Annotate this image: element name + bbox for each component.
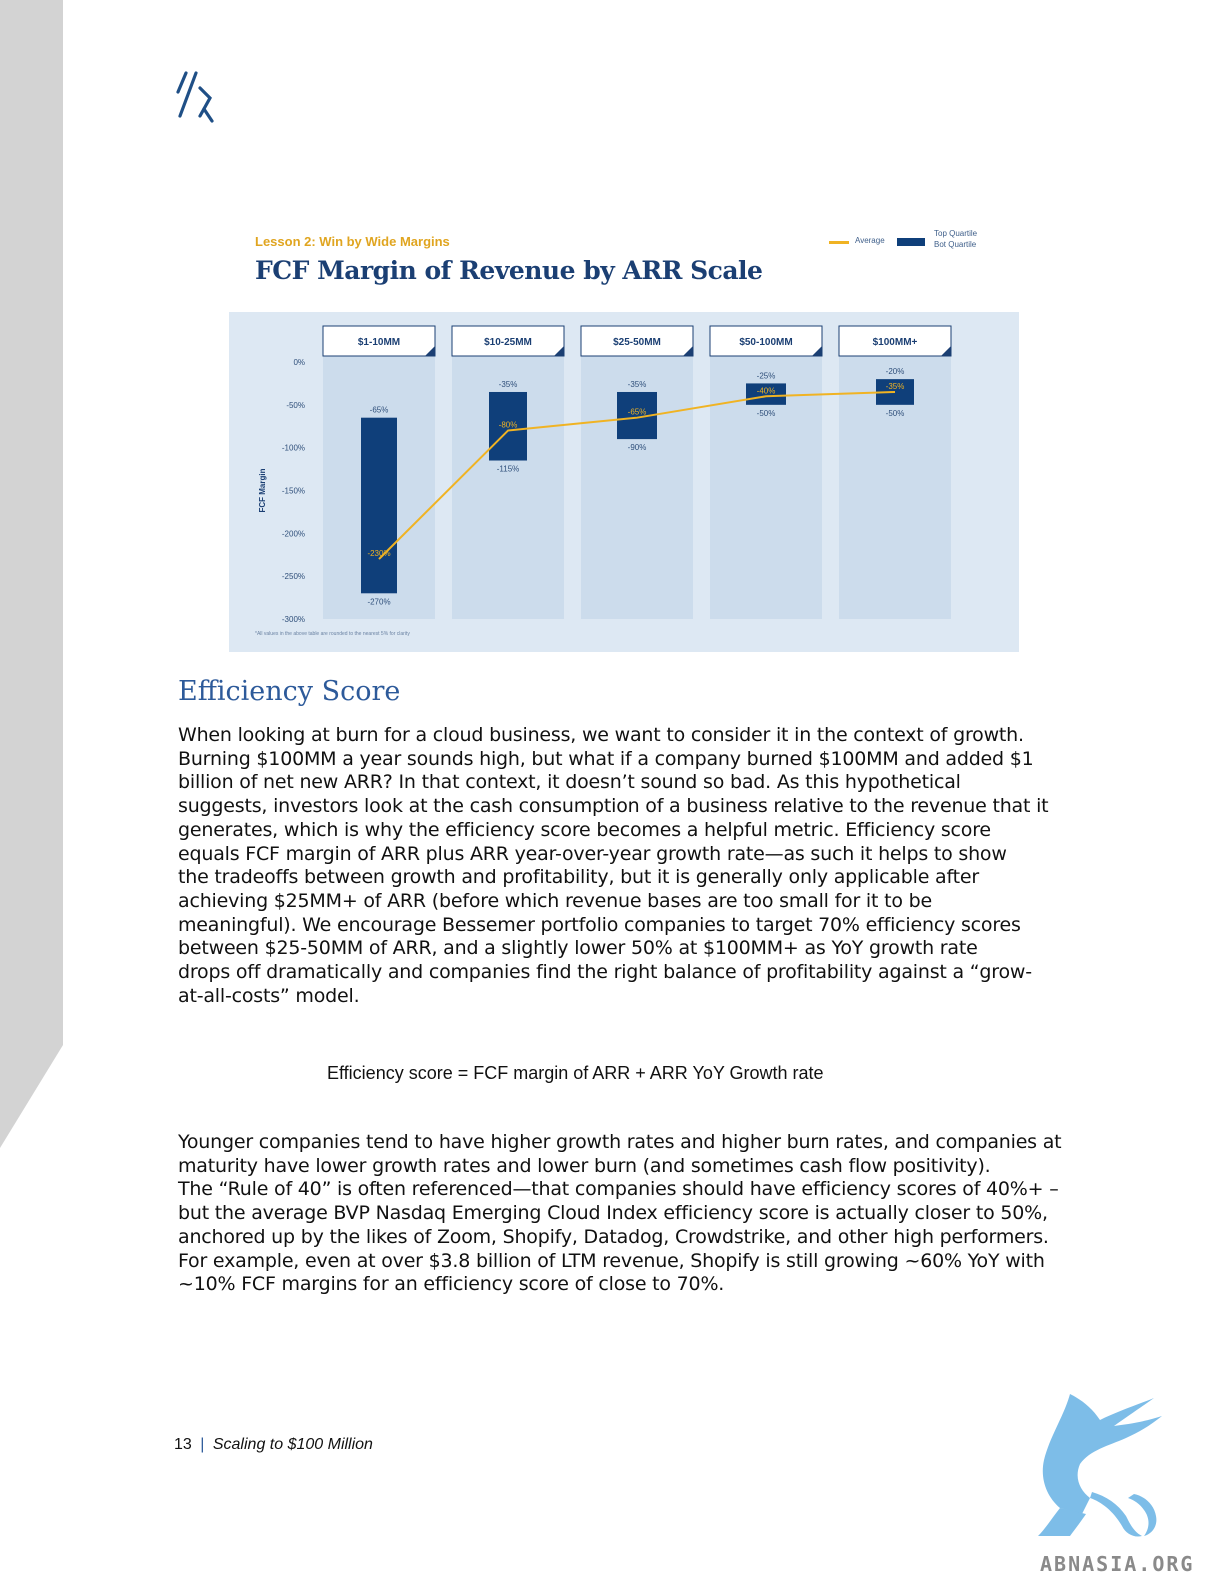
- average-value-label: -40%: [757, 386, 776, 395]
- paragraph-efficiency-intro: When looking at burn for a cloud busines…: [178, 724, 1049, 1007]
- category-header-box: [838, 325, 952, 357]
- watermark-text: ABNASIA.ORG: [1040, 1552, 1195, 1576]
- griffin-watermark-icon: [1038, 1394, 1162, 1537]
- bot-quartile-label: -50%: [886, 409, 905, 418]
- category-header-box: [322, 325, 436, 357]
- category-label: $50-100MM: [739, 337, 792, 348]
- top-quartile-label: -65%: [370, 406, 389, 415]
- category-header-corner: [683, 346, 693, 356]
- bot-quartile-label: -90%: [628, 443, 647, 452]
- chart-plot: $1-10MM $10-25MM $25-50MM $50-100MM $100MM+ 0…: [229, 312, 1019, 652]
- category-label: $1-10MM: [358, 337, 400, 348]
- category-header-box: [451, 325, 565, 357]
- category-header-corner: [425, 346, 435, 356]
- page-number: 13: [174, 1436, 192, 1453]
- fcf-margin-chart: Lesson 2: Win by Wide Margins FCF Margin…: [229, 218, 1019, 652]
- quartile-bar: [746, 383, 786, 405]
- y-tick-label: -300%: [282, 615, 305, 624]
- average-line: [378, 390, 896, 560]
- bessemer-logo: [176, 71, 214, 123]
- category-header-corner: [812, 346, 822, 356]
- y-tick-label: -250%: [282, 572, 305, 581]
- document-title: Scaling to $100 Million: [212, 1436, 373, 1453]
- y-tick-label: 0%: [293, 358, 305, 367]
- average-value-label: -65%: [628, 408, 647, 417]
- efficiency-formula: Efficiency score = FCF margin of ARR + A…: [327, 1063, 824, 1083]
- average-value-label: -80%: [499, 421, 518, 430]
- top-quartile-label: -35%: [499, 380, 518, 389]
- legend-top-quartile-label: Top Quartile: [934, 229, 978, 238]
- top-quartile-label: -35%: [628, 380, 647, 389]
- section-heading: Efficiency Score: [178, 676, 401, 707]
- category-label: $25-50MM: [613, 337, 661, 348]
- category-column-bg: [452, 346, 564, 619]
- bot-quartile-label: -50%: [757, 409, 776, 418]
- category-column-bg: [581, 346, 693, 619]
- chart-legend: Average Top Quartile Bot Quartile: [829, 224, 1019, 258]
- top-quartile-label: -20%: [886, 367, 905, 376]
- y-axis-label: FCF Margin: [258, 468, 267, 512]
- quartile-bar: [489, 391, 527, 461]
- side-band: [0, 0, 63, 1148]
- legend-average-swatch: [829, 241, 849, 244]
- top-quartile-label: -25%: [757, 371, 776, 380]
- paragraph-rule-of-40: Younger companies tend to have higher gr…: [178, 1131, 1062, 1296]
- legend-bot-quartile-label: Bot Quartile: [934, 240, 977, 249]
- page-footer: 13 | Scaling to $100 Million: [174, 1436, 373, 1454]
- chart-title: FCF Margin of Revenue by ARR Scale: [255, 256, 763, 285]
- bot-quartile-label: -115%: [497, 465, 520, 474]
- y-tick-label: -50%: [286, 401, 305, 410]
- legend-quartile-swatch: [897, 238, 925, 246]
- category-header-box: [580, 325, 694, 357]
- footer-separator: |: [200, 1436, 205, 1453]
- y-tick-label: -200%: [282, 529, 305, 538]
- category-header-corner: [554, 346, 564, 356]
- legend-average-label: Average: [855, 236, 885, 245]
- y-tick-label: -100%: [282, 444, 305, 453]
- chart-footnote: *All values in the above table are round…: [255, 631, 410, 637]
- y-tick-label: -150%: [282, 487, 305, 496]
- average-value-label: -230%: [367, 549, 390, 558]
- bot-quartile-label: -270%: [367, 597, 390, 606]
- quartile-bar: [361, 417, 397, 594]
- chart-lesson-label: Lesson 2: Win by Wide Margins: [255, 234, 450, 249]
- category-header-box: [709, 325, 823, 357]
- average-value-label: -35%: [886, 382, 905, 391]
- category-header-corner: [941, 346, 951, 356]
- category-label: $10-25MM: [484, 337, 532, 348]
- category-label: $100MM+: [873, 337, 918, 348]
